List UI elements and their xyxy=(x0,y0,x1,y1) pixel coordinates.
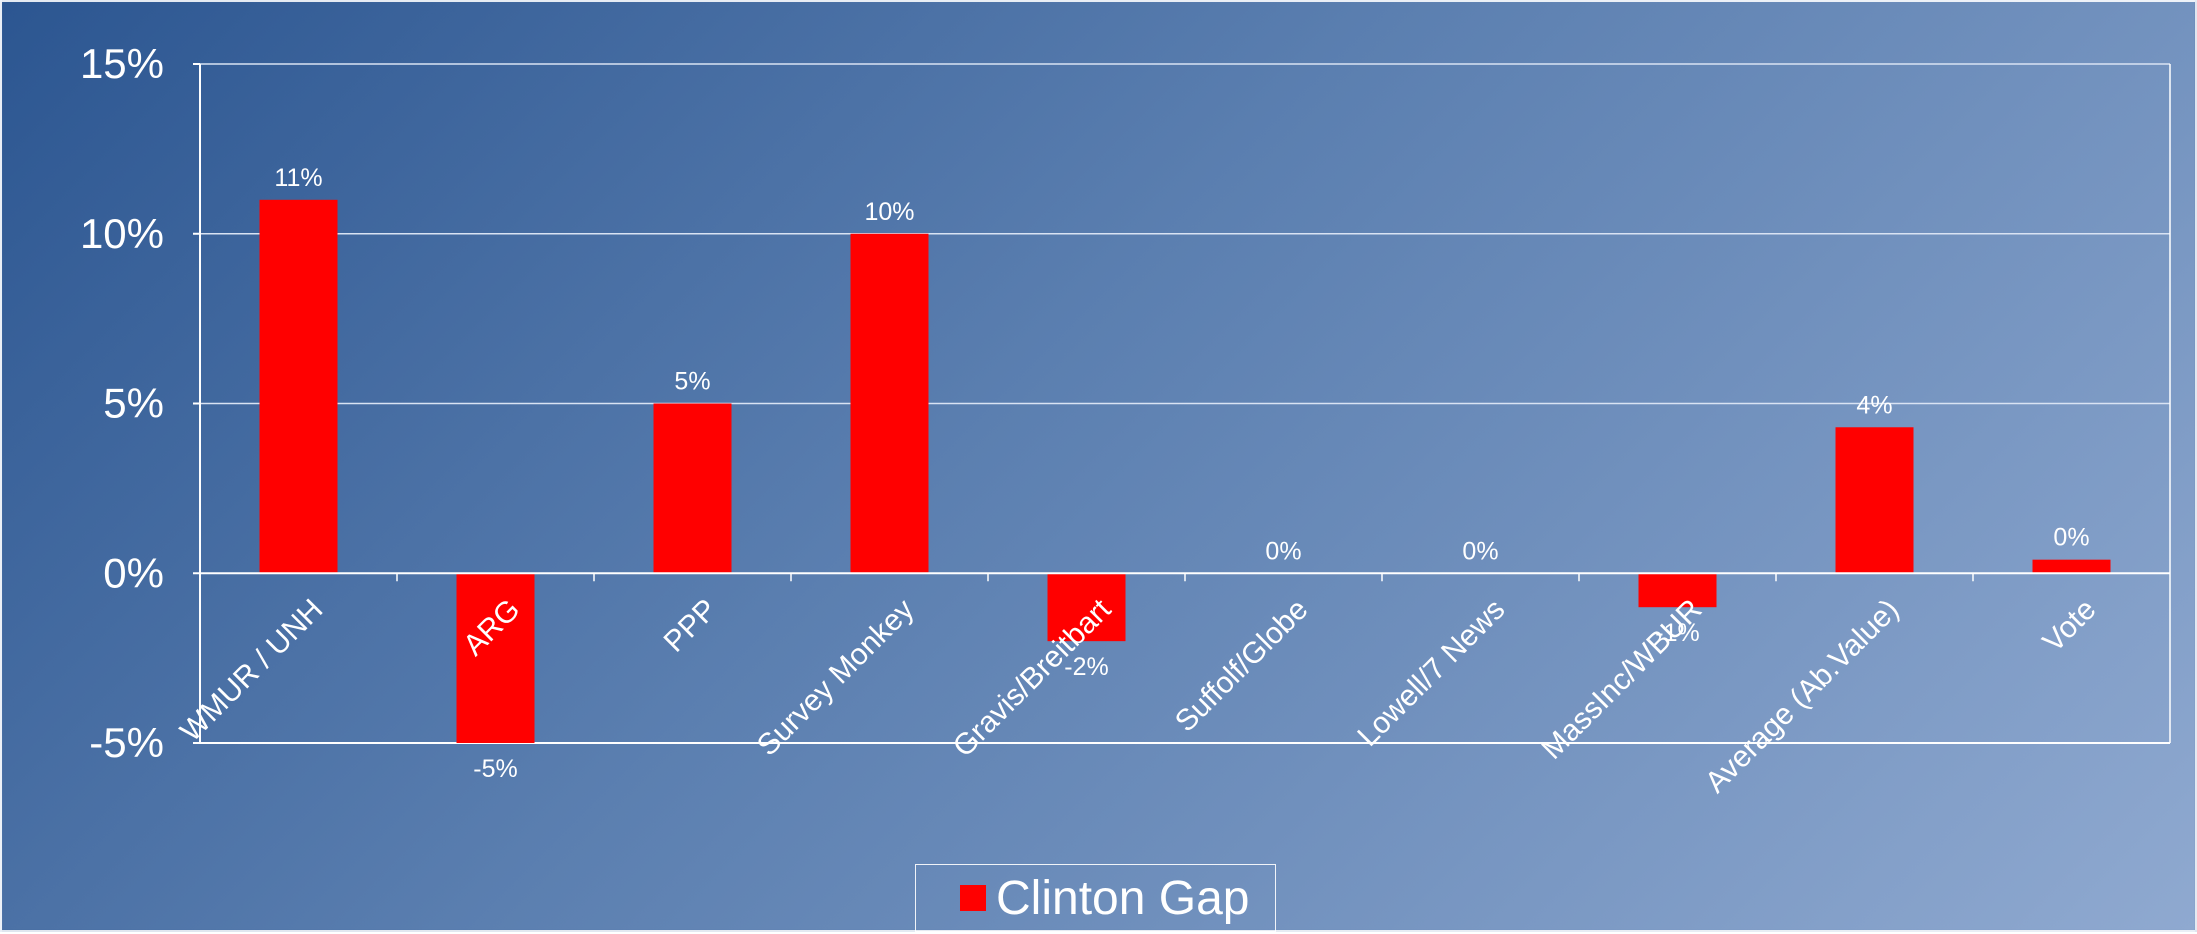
data-label-5: 0% xyxy=(1265,537,1301,565)
category-label-7: MassInc/WBUR xyxy=(1535,593,1708,766)
data-label-8: 4% xyxy=(1856,391,1892,419)
bar-9 xyxy=(2032,559,2111,574)
legend-swatch xyxy=(960,885,986,911)
legend: Clinton Gap xyxy=(915,864,1276,932)
y-tick-label-1: 0% xyxy=(103,549,164,596)
bar-2 xyxy=(653,403,732,574)
legend-label: Clinton Gap xyxy=(996,871,1250,925)
category-label-9: Vote xyxy=(2037,593,2103,659)
y-tick-label-0: -5% xyxy=(89,719,164,766)
data-label-6: 0% xyxy=(1462,537,1498,565)
y-tick-label-2: 5% xyxy=(103,380,164,427)
category-label-0: WMUR / UNH xyxy=(174,593,329,748)
data-label-9: 0% xyxy=(2053,524,2089,552)
bar-3 xyxy=(850,233,929,574)
y-tick-label-4: 15% xyxy=(80,40,164,87)
bar-1 xyxy=(456,573,535,743)
bar-0 xyxy=(259,199,338,574)
bar-7 xyxy=(1638,573,1717,608)
y-tick-label-3: 10% xyxy=(80,210,164,257)
bar-4 xyxy=(1047,573,1126,642)
data-label-0: 11% xyxy=(274,164,322,192)
data-label-3: 10% xyxy=(864,198,914,226)
category-label-8: Average (Ab.Value) xyxy=(1699,593,1906,800)
data-label-7: -1% xyxy=(1655,619,1699,647)
category-label-2: PPP xyxy=(658,593,724,659)
data-label-1: -5% xyxy=(473,755,517,783)
category-label-3: Survey Monkey xyxy=(751,593,921,763)
category-label-6: Lowell/7 News xyxy=(1351,593,1511,753)
data-label-4: -2% xyxy=(1064,653,1108,681)
bar-8 xyxy=(1835,427,1914,574)
data-label-2: 5% xyxy=(674,368,710,396)
category-label-5: Suffolf/Globe xyxy=(1169,593,1315,739)
